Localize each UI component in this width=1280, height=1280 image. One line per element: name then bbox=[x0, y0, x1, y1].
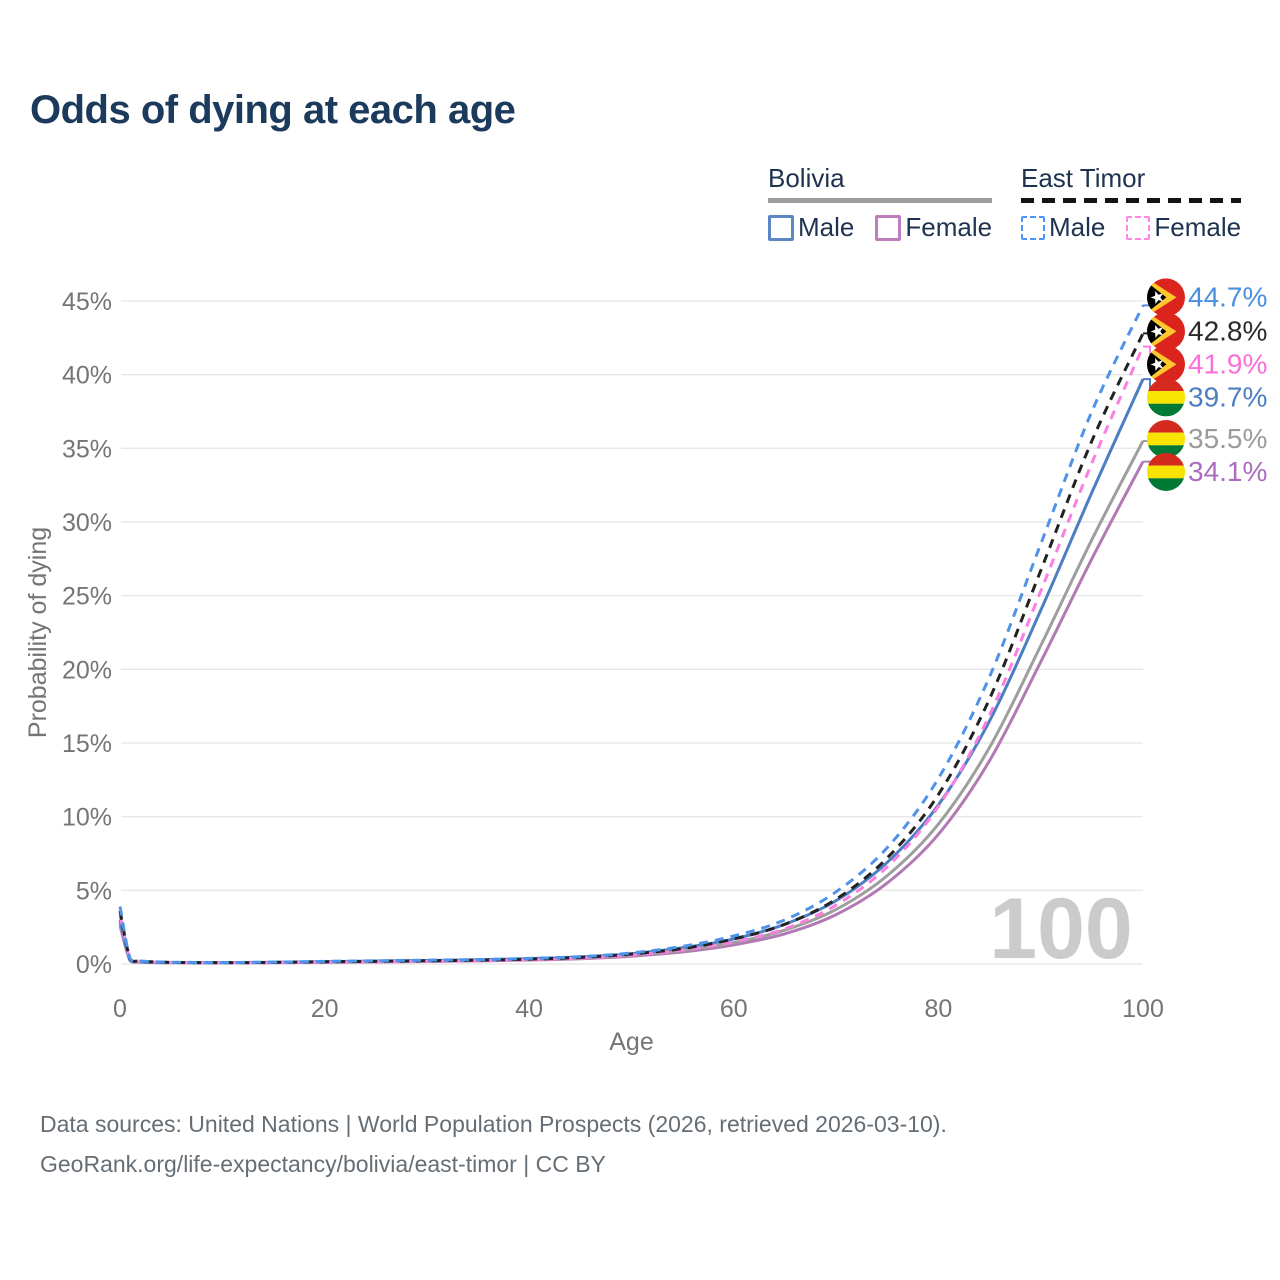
end-value-label: 42.8% bbox=[1188, 315, 1267, 346]
series-line-east-timor-female bbox=[118, 346, 1145, 965]
end-value-label: 35.5% bbox=[1188, 423, 1267, 454]
legend-label-bolivia-male: Male bbox=[798, 212, 855, 242]
end-value-label: 44.7% bbox=[1188, 281, 1267, 312]
legend-item-bolivia-female[interactable]: Female bbox=[875, 212, 992, 243]
attribution-text: GeoRank.org/life-expectancy/bolivia/east… bbox=[40, 1151, 606, 1177]
series-line-east-timor-male bbox=[118, 304, 1145, 965]
legend-checkbox-east-timor-male[interactable] bbox=[1021, 215, 1045, 240]
y-tick-label: 25% bbox=[62, 583, 112, 611]
y-tick-label: 0% bbox=[76, 951, 112, 979]
legend-label-east-timor-female: Female bbox=[1154, 212, 1242, 242]
series-lines bbox=[118, 304, 1145, 965]
chart-title: Odds of dying at each age bbox=[30, 88, 516, 132]
legend-group-bolivia-label: Bolivia bbox=[768, 163, 845, 193]
series-line-east-timor-both bbox=[118, 332, 1145, 965]
x-tick-label: 100 bbox=[1122, 995, 1164, 1023]
y-axis-title: Probability of dying bbox=[24, 527, 52, 738]
y-tick-label: 45% bbox=[62, 288, 112, 316]
bolivia-line-style-swatch bbox=[768, 198, 993, 203]
east-timor-flag-icon bbox=[1147, 312, 1185, 351]
x-axis-title: Age bbox=[609, 1028, 653, 1056]
x-tick-label: 40 bbox=[515, 995, 543, 1023]
end-labels: 44.7%42.8%41.9%39.7% 35.5%34.1% bbox=[1143, 278, 1267, 491]
legend-checkbox-bolivia-female[interactable] bbox=[875, 214, 902, 241]
x-tick-label: 80 bbox=[924, 995, 952, 1023]
age-watermark: 100 bbox=[989, 881, 1133, 977]
series-line-bolivia-male bbox=[118, 378, 1145, 965]
east-timor-line-style-swatch bbox=[1021, 198, 1242, 203]
east-timor-flag-icon bbox=[1147, 278, 1185, 317]
legend-label-bolivia-female: Female bbox=[905, 212, 993, 242]
legend-item-east-timor-female[interactable]: Female bbox=[1126, 212, 1241, 243]
y-tick-label: 5% bbox=[76, 877, 112, 905]
bolivia-flag-icon bbox=[1147, 452, 1185, 491]
legend-item-bolivia-male[interactable]: Male bbox=[768, 212, 854, 243]
y-tick-label: 15% bbox=[62, 730, 112, 758]
x-tick-label: 0 bbox=[113, 995, 127, 1023]
legend-label-east-timor-male: Male bbox=[1049, 212, 1106, 242]
x-tick-label: 20 bbox=[311, 995, 339, 1023]
bolivia-flag-icon bbox=[1147, 378, 1185, 417]
y-tick-label: 30% bbox=[62, 509, 112, 537]
legend-group-east-timor-label: East Timor bbox=[1021, 163, 1146, 193]
legend-item-east-timor-male[interactable]: Male bbox=[1021, 212, 1105, 243]
legend-group-east-timor: East Timor Male Female bbox=[1021, 163, 1242, 243]
y-axis-tick-labels: 0% 5% 10% 15% 20% 25% 30% 35% 40% 45% bbox=[62, 288, 112, 979]
end-value-label: 39.7% bbox=[1188, 381, 1267, 412]
east-timor-flag-icon bbox=[1147, 345, 1185, 384]
legend-group-bolivia: Bolivia Male Female bbox=[768, 163, 993, 243]
footer: Data sources: United Nations | World Pop… bbox=[40, 1104, 947, 1184]
data-sources-text: Data sources: United Nations | World Pop… bbox=[40, 1111, 947, 1137]
end-value-label: 41.9% bbox=[1188, 348, 1267, 379]
legend-checkbox-bolivia-male[interactable] bbox=[768, 214, 794, 241]
x-axis-tick-labels: 0 20 40 60 80 100 bbox=[113, 995, 1164, 1023]
y-tick-label: 40% bbox=[62, 362, 112, 390]
legend-group-bolivia-heading: Bolivia bbox=[768, 163, 993, 203]
x-tick-label: 60 bbox=[720, 995, 748, 1023]
y-tick-label: 10% bbox=[62, 804, 112, 832]
legend-group-east-timor-heading: East Timor bbox=[1021, 163, 1242, 203]
y-tick-label: 20% bbox=[62, 656, 112, 684]
gridlines bbox=[121, 300, 1143, 965]
bolivia-flag-icon bbox=[1147, 419, 1185, 458]
y-tick-label: 35% bbox=[62, 435, 112, 463]
legend-checkbox-east-timor-female[interactable] bbox=[1126, 215, 1151, 240]
end-value-label: 34.1% bbox=[1188, 456, 1267, 487]
